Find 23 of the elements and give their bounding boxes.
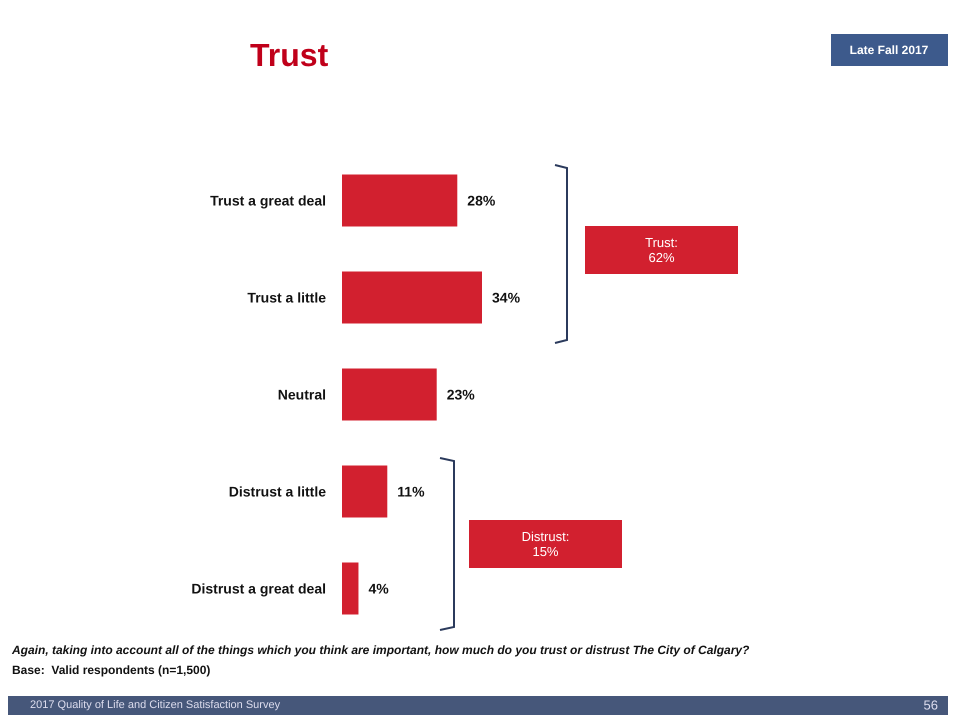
bar [342, 562, 358, 614]
y-tick-label: Distrust a little [228, 484, 326, 500]
chart-title: Trust [250, 37, 329, 73]
text: 56 [924, 698, 938, 712]
y-tick-label: Trust a great deal [210, 192, 326, 208]
data-label: 4% [368, 580, 390, 596]
data-label: 28% [467, 192, 496, 208]
bar [342, 466, 388, 518]
y-tick-label: Neutral [278, 386, 326, 402]
callout-box: Distrust: 15% [469, 520, 622, 568]
bar [342, 174, 458, 226]
bar [342, 368, 437, 420]
bar [342, 272, 482, 324]
callout-box: Trust: 62% [585, 226, 738, 274]
data-label: 34% [492, 290, 521, 306]
text: Late Fall 2017 [850, 43, 929, 57]
text: 2017 Quality of Life and Citizen Satisfaction Survey [30, 699, 281, 711]
y-tick-label: Trust a little [247, 290, 326, 306]
data-label: 23% [446, 386, 476, 402]
text: Again, taking into account all of the things which you think are important, how much do you trust or distrust The City of Calgary? [11, 643, 750, 657]
data-label: 11% [397, 484, 426, 500]
text: Base: Valid respondents (n=1,500) [12, 663, 210, 677]
y-tick-label: Distrust a great deal [191, 580, 326, 596]
